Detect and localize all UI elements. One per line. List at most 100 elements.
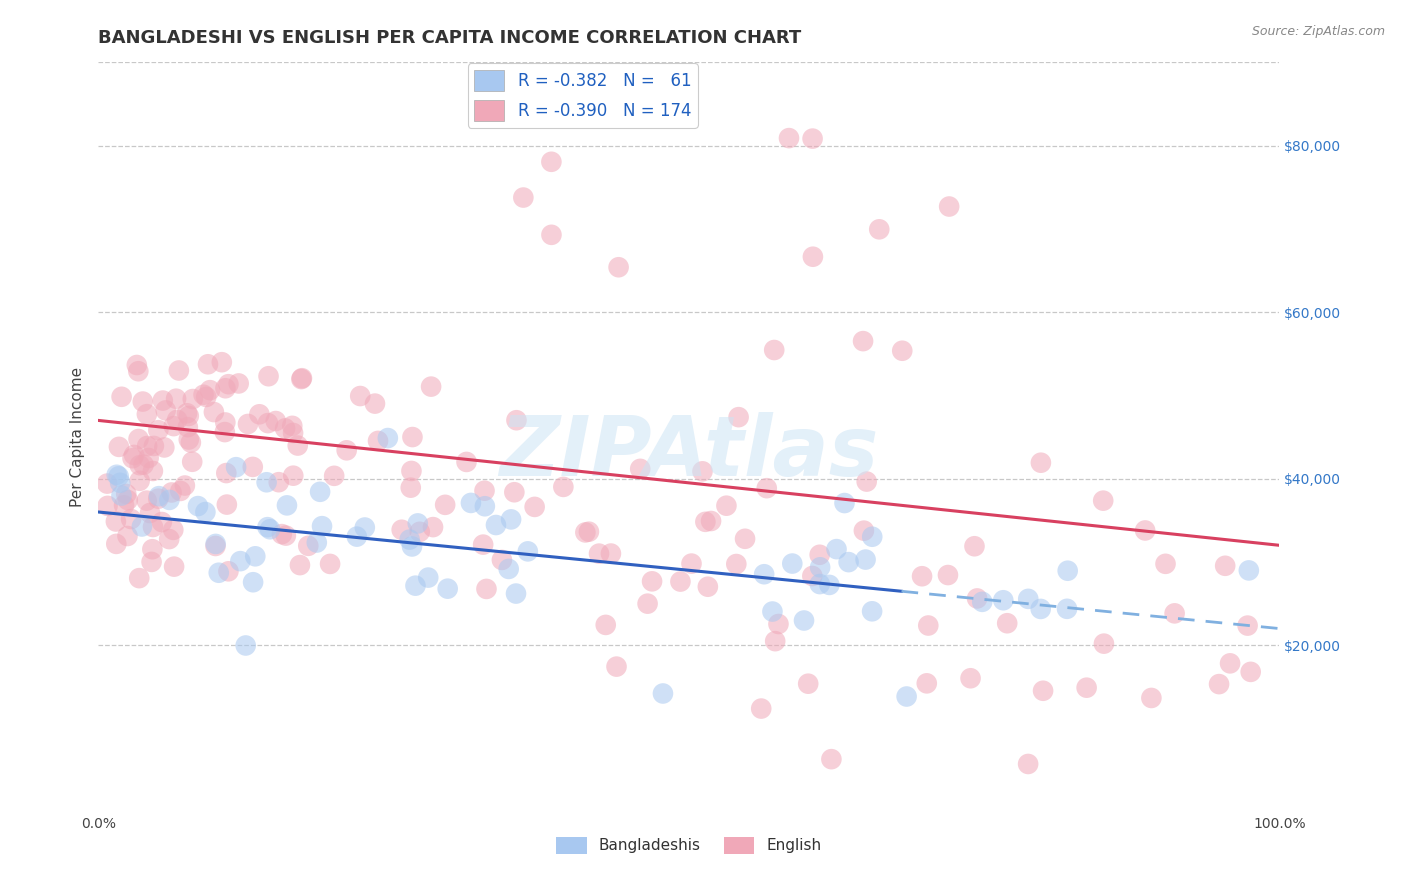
Point: [112, 498, 135, 512]
Point: [405, 579, 427, 593]
Point: [107, 469, 129, 483]
Point: [204, 539, 226, 553]
Point: [868, 222, 890, 236]
Point: [162, 523, 184, 537]
Point: [692, 464, 714, 478]
Point: [217, 377, 239, 392]
Point: [208, 566, 231, 580]
Point: [401, 464, 423, 478]
Point: [838, 555, 860, 569]
Point: [1056, 602, 1078, 616]
Point: [211, 355, 233, 369]
Point: [993, 593, 1015, 607]
Point: [963, 539, 986, 553]
Point: [681, 557, 703, 571]
Point: [917, 618, 939, 632]
Point: [148, 423, 170, 437]
Point: [1092, 493, 1115, 508]
Point: [409, 524, 432, 539]
Point: [225, 460, 247, 475]
Point: [855, 552, 877, 566]
Point: [588, 547, 610, 561]
Point: [474, 500, 496, 514]
Point: [367, 434, 389, 448]
Point: [578, 524, 600, 539]
Point: [1154, 557, 1177, 571]
Point: [215, 498, 238, 512]
Point: [197, 357, 219, 371]
Point: [797, 676, 820, 690]
Point: [364, 396, 387, 410]
Point: [808, 560, 831, 574]
Point: [214, 425, 236, 439]
Point: [860, 530, 883, 544]
Point: [96, 476, 118, 491]
Point: [938, 200, 960, 214]
Point: [607, 260, 630, 275]
Point: [1029, 456, 1052, 470]
Point: [820, 752, 842, 766]
Point: [485, 518, 508, 533]
Point: [177, 420, 200, 434]
Point: [214, 416, 236, 430]
Point: [291, 371, 314, 385]
Point: [180, 435, 202, 450]
Point: [778, 131, 800, 145]
Point: [1219, 657, 1241, 671]
Point: [193, 388, 215, 402]
Text: Source: ZipAtlas.com: Source: ZipAtlas.com: [1251, 25, 1385, 38]
Point: [215, 466, 238, 480]
Point: [1076, 681, 1098, 695]
Point: [152, 393, 174, 408]
Point: [257, 369, 280, 384]
Point: [399, 481, 422, 495]
Point: [169, 483, 191, 498]
Point: [801, 250, 824, 264]
Point: [972, 595, 994, 609]
Point: [181, 455, 204, 469]
Point: [349, 389, 371, 403]
Point: [1213, 558, 1236, 573]
Point: [801, 569, 824, 583]
Point: [475, 582, 498, 596]
Point: [512, 190, 534, 204]
Point: [1056, 564, 1078, 578]
Point: [834, 496, 856, 510]
Point: [195, 390, 218, 404]
Point: [401, 540, 423, 554]
Point: [228, 376, 250, 391]
Point: [605, 659, 627, 673]
Point: [125, 358, 148, 372]
Point: [398, 533, 420, 547]
Point: [896, 690, 918, 704]
Point: [501, 512, 523, 526]
Point: [160, 485, 183, 500]
Point: [163, 419, 186, 434]
Point: [460, 496, 482, 510]
Point: [136, 439, 159, 453]
Point: [669, 574, 692, 589]
Point: [202, 405, 225, 419]
Point: [142, 520, 165, 534]
Point: [128, 571, 150, 585]
Point: [141, 542, 163, 557]
Point: [131, 519, 153, 533]
Point: [281, 425, 304, 440]
Point: [763, 634, 786, 648]
Point: [198, 383, 221, 397]
Point: [1017, 591, 1039, 606]
Point: [173, 478, 195, 492]
Point: [801, 131, 824, 145]
Point: [391, 523, 413, 537]
Legend: Bangladeshis, English: Bangladeshis, English: [550, 830, 828, 860]
Point: [288, 558, 311, 573]
Point: [420, 379, 443, 393]
Point: [177, 409, 200, 423]
Point: [727, 410, 749, 425]
Point: [793, 614, 815, 628]
Point: [540, 227, 562, 242]
Point: [696, 580, 718, 594]
Point: [761, 605, 783, 619]
Point: [498, 562, 520, 576]
Point: [110, 390, 132, 404]
